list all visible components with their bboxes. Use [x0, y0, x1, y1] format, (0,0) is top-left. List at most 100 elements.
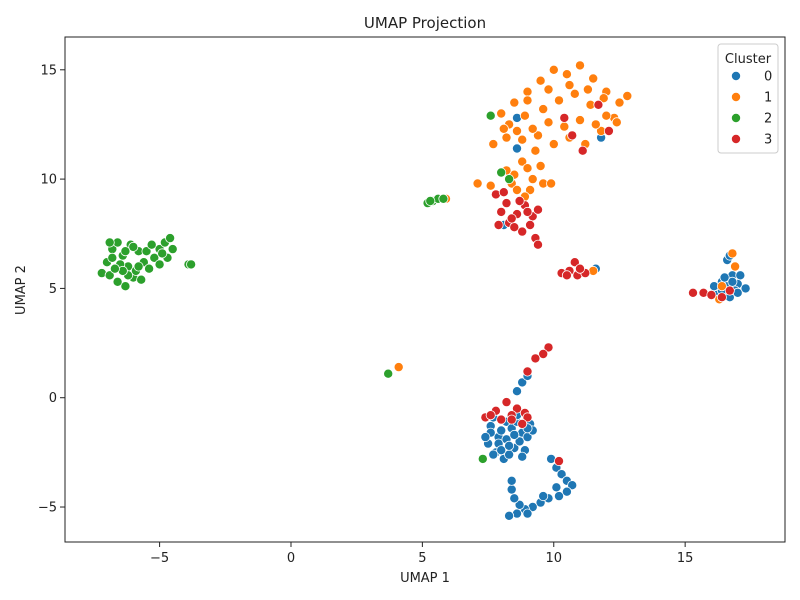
- x-tick-label: 5: [418, 551, 426, 566]
- point-cluster-2: [133, 261, 144, 272]
- point-cluster-0: [538, 491, 549, 502]
- point-cluster-0: [504, 440, 515, 451]
- point-cluster-0: [506, 484, 517, 495]
- point-cluster-1: [538, 104, 549, 115]
- point-cluster-1: [598, 93, 609, 104]
- point-cluster-2: [107, 252, 118, 263]
- point-cluster-1: [546, 178, 557, 189]
- point-cluster-2: [477, 453, 488, 464]
- point-cluster-0: [496, 425, 507, 436]
- point-cluster-0: [480, 432, 491, 443]
- point-cluster-2: [128, 241, 139, 252]
- point-cluster-0: [561, 486, 572, 497]
- point-cluster-2: [167, 244, 178, 255]
- point-cluster-3: [533, 239, 544, 250]
- point-cluster-0: [735, 270, 746, 281]
- point-cluster-3: [496, 414, 507, 425]
- point-cluster-2: [146, 239, 157, 250]
- point-cluster-1: [543, 84, 554, 95]
- x-axis-label: UMAP 1: [400, 571, 450, 586]
- point-cluster-3: [603, 126, 614, 137]
- point-cluster-1: [548, 139, 559, 150]
- points-layer: [96, 60, 751, 521]
- point-cluster-3: [561, 270, 572, 281]
- y-axis-label: UMAP 2: [14, 265, 29, 315]
- point-cluster-0: [488, 449, 499, 460]
- point-cluster-1: [512, 184, 523, 195]
- point-cluster-0: [556, 469, 567, 480]
- point-cluster-0: [517, 377, 528, 388]
- point-cluster-1: [564, 80, 575, 91]
- point-cluster-3: [706, 289, 717, 300]
- point-cluster-3: [724, 285, 735, 296]
- y-tick-label: −5: [38, 501, 57, 516]
- point-cluster-1: [527, 123, 538, 134]
- point-cluster-1: [614, 97, 625, 108]
- point-cluster-1: [561, 69, 572, 80]
- point-cluster-1: [535, 160, 546, 171]
- point-cluster-1: [517, 134, 528, 145]
- chart-title: UMAP Projection: [364, 14, 486, 32]
- point-cluster-3: [569, 257, 580, 268]
- point-cluster-1: [727, 248, 738, 259]
- x-tick-label: −5: [150, 551, 169, 566]
- point-cluster-1: [498, 123, 509, 134]
- point-cluster-3: [522, 412, 533, 423]
- y-tick-label: 10: [40, 173, 57, 188]
- legend-box: [717, 43, 779, 154]
- legend-label-cluster-3: 3: [764, 133, 772, 148]
- point-cluster-0: [514, 499, 525, 510]
- point-cluster-3: [567, 130, 578, 141]
- point-cluster-1: [509, 97, 520, 108]
- point-cluster-3: [517, 226, 528, 237]
- point-cluster-2: [141, 246, 152, 257]
- legend-marker-cluster-2: [731, 113, 742, 124]
- point-cluster-2: [157, 248, 168, 259]
- point-cluster-1: [533, 130, 544, 141]
- point-cluster-2: [136, 274, 147, 285]
- point-cluster-1: [611, 117, 622, 128]
- y-tick-label: 0: [49, 391, 57, 406]
- point-cluster-2: [165, 233, 176, 244]
- point-cluster-1: [522, 86, 533, 97]
- point-cluster-1: [472, 178, 483, 189]
- point-cluster-2: [438, 193, 449, 204]
- point-cluster-2: [485, 110, 496, 121]
- point-cluster-3: [538, 348, 549, 359]
- x-tick-label: 10: [545, 551, 562, 566]
- point-cluster-3: [493, 219, 504, 230]
- point-cluster-3: [485, 410, 496, 421]
- legend-label-cluster-0: 0: [764, 70, 772, 85]
- point-cluster-3: [559, 112, 570, 123]
- point-cluster-0: [517, 451, 528, 462]
- point-cluster-1: [393, 362, 404, 373]
- point-cluster-2: [112, 276, 123, 287]
- point-cluster-3: [506, 213, 517, 224]
- point-cluster-2: [104, 270, 115, 281]
- legend-marker-cluster-1: [731, 92, 742, 103]
- legend-title: Cluster: [725, 52, 772, 67]
- x-axis: −5 0 5 10 15: [150, 542, 693, 566]
- point-cluster-0: [554, 491, 565, 502]
- point-cluster-0: [567, 480, 578, 491]
- point-cluster-1: [730, 261, 741, 272]
- point-cluster-0: [509, 429, 520, 440]
- point-cluster-0: [512, 386, 523, 397]
- point-cluster-1: [519, 110, 530, 121]
- point-cluster-0: [551, 482, 562, 493]
- point-cluster-1: [601, 110, 612, 121]
- point-cluster-3: [543, 342, 554, 353]
- point-cluster-1: [496, 108, 507, 119]
- point-cluster-3: [688, 287, 699, 298]
- point-cluster-1: [522, 95, 533, 106]
- point-cluster-1: [535, 75, 546, 86]
- point-cluster-1: [716, 281, 727, 292]
- point-cluster-0: [514, 436, 525, 447]
- point-cluster-2: [504, 174, 515, 185]
- legend-marker-cluster-0: [731, 71, 742, 82]
- legend: Cluster 0 1 2 3: [717, 43, 779, 154]
- point-cluster-2: [149, 252, 160, 263]
- point-cluster-1: [485, 180, 496, 191]
- point-cluster-3: [530, 353, 541, 364]
- point-cluster-3: [716, 292, 727, 303]
